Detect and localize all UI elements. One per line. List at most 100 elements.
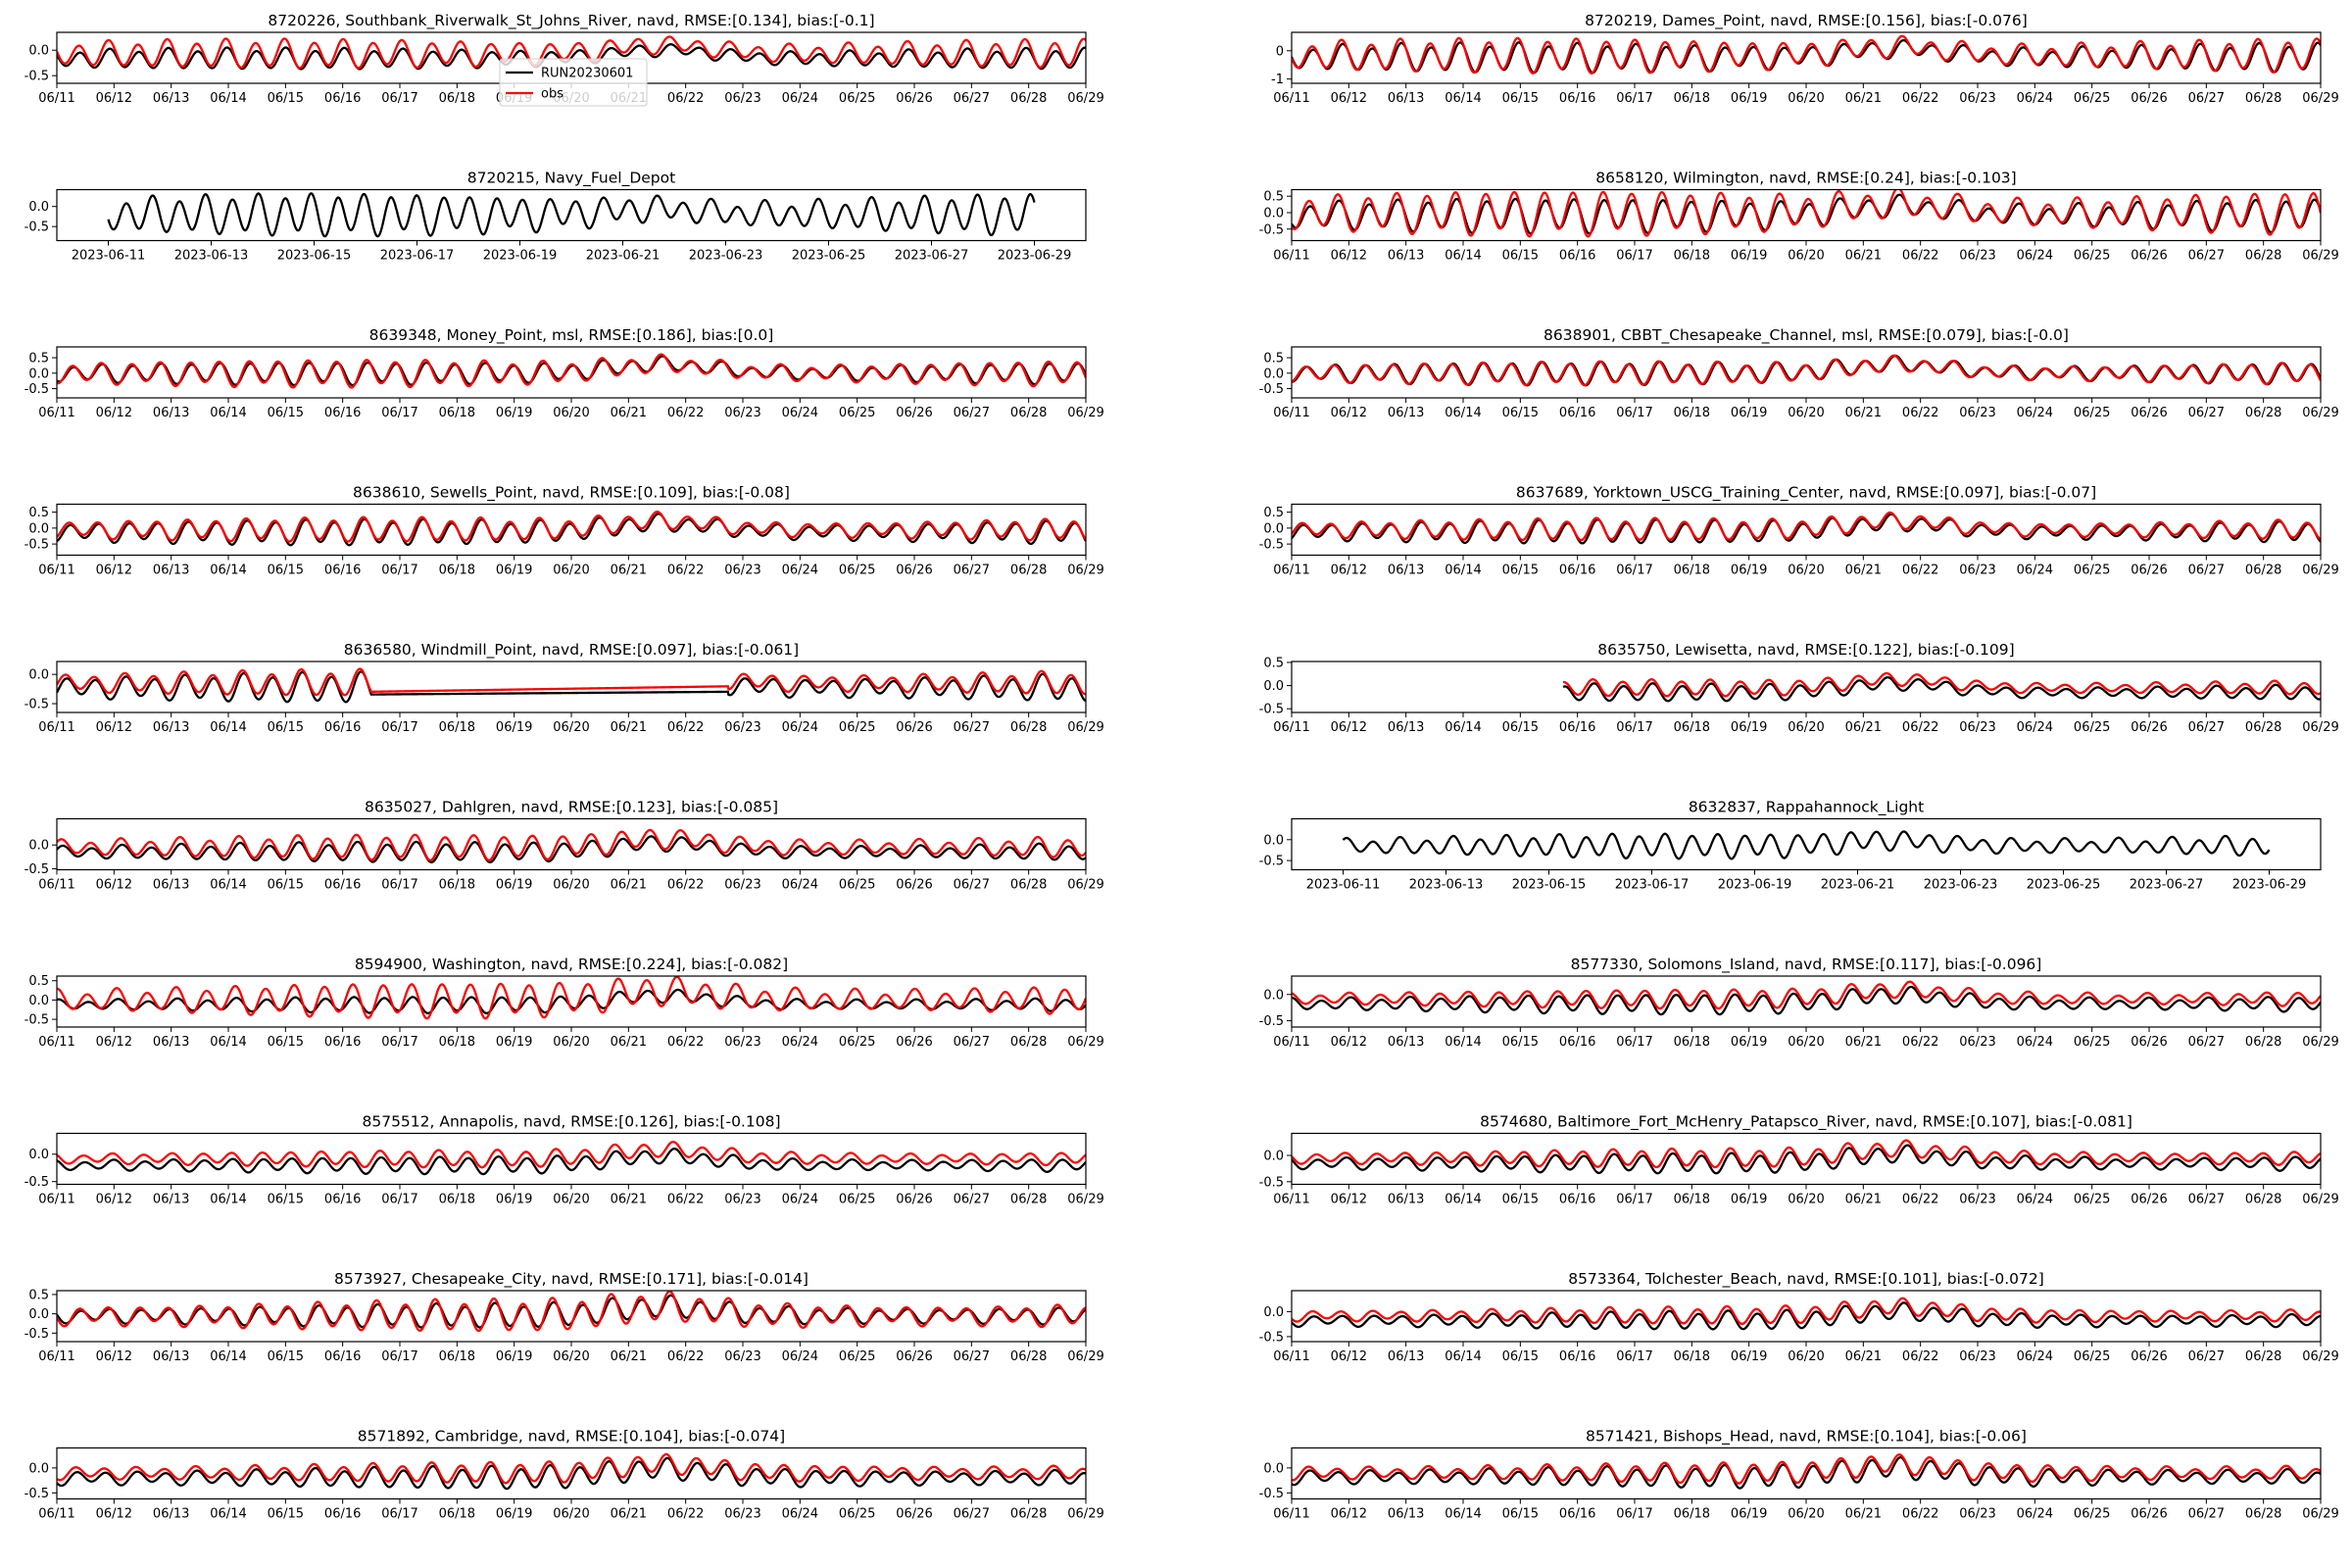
x-tick-label: 06/26 [2131, 1035, 2167, 1050]
y-tick-label: 0 [1276, 44, 1284, 59]
x-tick-label: 06/28 [2245, 91, 2281, 106]
x-tick-label: 06/12 [1331, 91, 1367, 106]
x-tick-label: 2023-06-15 [277, 249, 352, 264]
subplot: 8638901, CBBT_Chesapeake_Channel, msl, R… [1259, 326, 2339, 420]
x-tick-label: 06/26 [2131, 564, 2167, 578]
axes-frame [1291, 817, 2322, 871]
x-tick-label: 2023-06-23 [689, 249, 763, 264]
x-tick-label: 06/20 [553, 564, 589, 578]
y-tick-label: -0.5 [24, 538, 49, 553]
x-tick-label: 06/15 [268, 1035, 304, 1050]
x-tick-label: 06/16 [324, 406, 361, 420]
x-tick-label: 06/28 [2245, 1507, 2281, 1522]
model-series-line [1292, 1301, 2321, 1331]
x-tick-label: 06/17 [381, 406, 417, 420]
y-tick-label: -1 [1271, 73, 1284, 87]
model-series-line [1562, 676, 2321, 703]
subplot: 8637689, Yorktown_USCG_Training_Center, … [1259, 484, 2339, 578]
x-tick-label: 06/26 [2131, 91, 2167, 106]
x-tick-label: 06/19 [1731, 406, 1767, 420]
x-tick-label: 06/13 [153, 1349, 189, 1364]
x-tick-label: 06/12 [96, 720, 132, 735]
y-tick-label: 0.0 [28, 994, 49, 1008]
x-tick-label: 06/28 [1010, 878, 1047, 893]
x-tick-label: 06/29 [2302, 1507, 2338, 1522]
x-tick-label: 06/12 [1331, 406, 1367, 420]
x-tick-label: 06/13 [1388, 406, 1424, 420]
y-tick-label: 0.5 [28, 974, 49, 989]
legend-box [499, 58, 648, 107]
y-tick-label: 0.5 [28, 1288, 49, 1302]
x-tick-label: 06/16 [1559, 1193, 1595, 1207]
y-tick-label: 0.0 [28, 1307, 49, 1322]
x-tick-label: 06/23 [1959, 91, 1995, 106]
x-tick-label: 06/18 [439, 1193, 475, 1207]
y-tick-label: -0.5 [24, 698, 49, 712]
obs-series-line [1562, 671, 2321, 698]
x-tick-label: 06/19 [496, 406, 532, 420]
x-tick-label: 06/20 [1788, 720, 1824, 735]
subplot-title: 8638610, Sewells_Point, navd, RMSE:[0.10… [353, 484, 790, 503]
x-tick-label: 06/11 [38, 1507, 74, 1522]
x-tick-label: 2023-06-17 [380, 249, 455, 264]
model-series-line [57, 835, 1086, 863]
x-tick-label: 06/21 [611, 406, 647, 420]
x-tick-label: 06/22 [667, 1035, 704, 1050]
subplot: 8577330, Solomons_Island, navd, RMSE:[0.… [1259, 956, 2339, 1050]
x-tick-label: 06/12 [96, 406, 132, 420]
x-tick-label: 06/12 [1331, 1193, 1367, 1207]
x-tick-label: 06/23 [724, 91, 760, 106]
x-tick-label: 06/13 [153, 91, 189, 106]
x-tick-label: 2023-06-29 [2232, 878, 2307, 893]
x-tick-label: 06/26 [2131, 249, 2167, 264]
x-tick-label: 2023-06-25 [2027, 878, 2101, 893]
y-tick-label: -0.5 [24, 1175, 49, 1190]
x-tick-label: 2023-06-11 [1306, 878, 1381, 893]
x-tick-label: 06/20 [1788, 1035, 1824, 1050]
x-tick-label: 06/29 [1067, 91, 1103, 106]
y-tick-label: 0.0 [1263, 679, 1284, 694]
x-tick-label: 06/29 [2302, 1035, 2338, 1050]
x-tick-label: 06/14 [1445, 1035, 1481, 1050]
axes-frame [1291, 31, 2322, 84]
x-tick-label: 06/23 [1959, 1507, 1995, 1522]
x-tick-label: 06/15 [1502, 564, 1539, 578]
x-tick-label: 06/22 [667, 1349, 704, 1364]
x-tick-label: 06/26 [896, 720, 932, 735]
subplot-title: 8720219, Dames_Point, navd, RMSE:[0.156]… [1585, 12, 2028, 30]
x-tick-label: 06/18 [439, 91, 475, 106]
x-tick-label: 2023-06-27 [2130, 878, 2204, 893]
subplot: 8573364, Tolchester_Beach, navd, RMSE:[0… [1259, 1270, 2339, 1364]
x-tick-label: 06/25 [839, 1507, 875, 1522]
x-tick-label: 06/24 [782, 720, 818, 735]
x-tick-label: 06/21 [1845, 1507, 1882, 1522]
x-tick-label: 06/21 [611, 564, 647, 578]
x-tick-label: 06/16 [324, 1193, 361, 1207]
x-tick-label: 06/16 [1559, 564, 1595, 578]
subplot: 8571421, Bishops_Head, navd, RMSE:[0.104… [1259, 1428, 2339, 1522]
legend: RUN20230601 obs [499, 58, 648, 107]
x-tick-label: 06/27 [2188, 1507, 2225, 1522]
subplot-title: 8632837, Rappahannock_Light [1689, 799, 1924, 817]
x-tick-label: 06/26 [2131, 720, 2167, 735]
x-tick-label: 06/24 [782, 878, 818, 893]
x-tick-label: 06/11 [1273, 91, 1309, 106]
x-tick-label: 06/13 [153, 1507, 189, 1522]
x-tick-label: 06/11 [1273, 249, 1309, 264]
x-tick-label: 06/27 [2188, 91, 2225, 106]
y-tick-label: 0.0 [1263, 988, 1284, 1003]
x-tick-label: 06/21 [611, 720, 647, 735]
x-tick-label: 2023-06-13 [1409, 878, 1484, 893]
x-tick-label: 06/22 [1902, 249, 1938, 264]
x-tick-label: 06/26 [896, 1507, 932, 1522]
y-tick-label: -0.5 [1259, 1330, 1284, 1345]
y-tick-label: 0.0 [1263, 367, 1284, 381]
x-tick-label: 06/17 [1616, 1035, 1652, 1050]
obs-series-line [57, 511, 1086, 543]
x-tick-label: 06/26 [896, 878, 932, 893]
x-tick-label: 06/25 [839, 720, 875, 735]
x-tick-label: 06/23 [724, 1507, 760, 1522]
x-tick-label: 06/12 [1331, 1507, 1367, 1522]
x-tick-label: 06/24 [782, 564, 818, 578]
x-tick-label: 06/26 [896, 1349, 932, 1364]
